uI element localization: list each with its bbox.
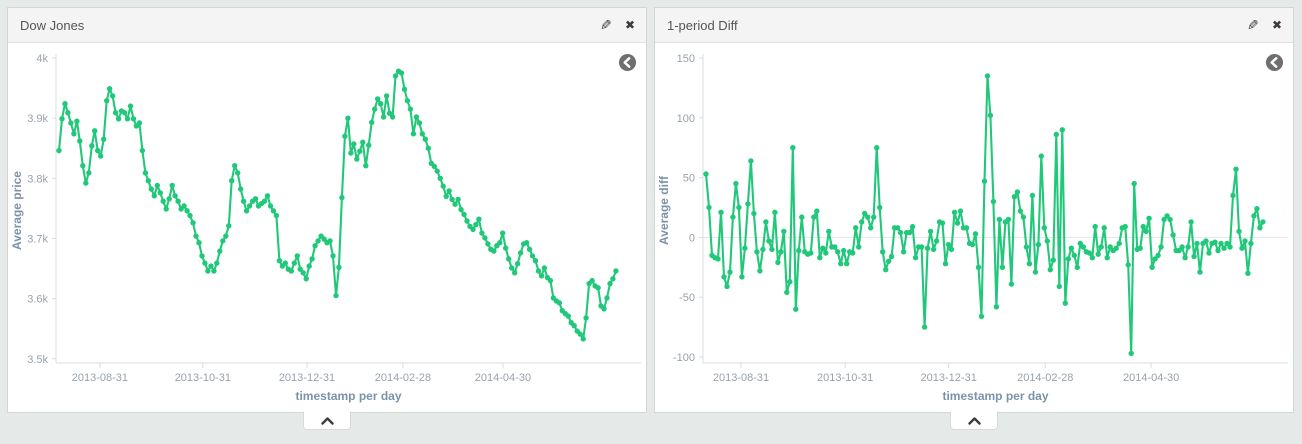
history-back-icon[interactable]: [1265, 53, 1284, 72]
svg-text:2014-04-30: 2014-04-30: [475, 372, 531, 384]
collapse-button[interactable]: [303, 411, 351, 430]
svg-text:0: 0: [689, 232, 695, 244]
svg-text:2014-02-28: 2014-02-28: [1017, 372, 1073, 384]
svg-text:2014-04-30: 2014-04-30: [1123, 372, 1179, 384]
svg-text:100: 100: [677, 113, 695, 125]
svg-text:2013-10-31: 2013-10-31: [175, 372, 231, 384]
svg-text:3.9k: 3.9k: [27, 113, 48, 125]
close-icon[interactable]: ✖: [1271, 18, 1282, 32]
svg-text:50: 50: [683, 173, 695, 185]
panel-header-actions: ✎ ✖: [600, 17, 635, 33]
svg-text:2013-08-31: 2013-08-31: [713, 372, 769, 384]
panel-title: Dow Jones: [20, 17, 85, 33]
panel-title: 1-period Diff: [667, 17, 738, 33]
svg-text:3.7k: 3.7k: [27, 233, 48, 245]
svg-text:-50: -50: [679, 292, 695, 304]
edit-icon[interactable]: ✎: [600, 17, 612, 33]
svg-text:timestamp per day: timestamp per day: [295, 389, 401, 403]
chevron-up-icon: [320, 416, 334, 425]
svg-text:2013-12-31: 2013-12-31: [279, 372, 335, 384]
chart-area: 3.5k 3.6k 3.7k 3.8k 3.9k 4k 2013-08-31 2013-10-…: [8, 43, 646, 430]
svg-text:Average price: Average price: [10, 171, 24, 250]
svg-text:timestamp per day: timestamp per day: [942, 389, 1048, 403]
chart-area: -100 -50 0 50 100 150 2013-08-31 2013-10-31 2013…: [655, 43, 1293, 430]
svg-text:4k: 4k: [36, 53, 48, 65]
svg-text:2014-02-28: 2014-02-28: [375, 372, 431, 384]
svg-text:2013-12-31: 2013-12-31: [921, 372, 977, 384]
collapse-button[interactable]: [950, 411, 998, 430]
svg-text:3.5k: 3.5k: [27, 354, 48, 366]
svg-text:3.6k: 3.6k: [27, 294, 48, 306]
history-back-icon[interactable]: [618, 53, 637, 72]
close-icon[interactable]: ✖: [624, 18, 635, 32]
svg-text:2013-10-31: 2013-10-31: [817, 372, 873, 384]
panel-header: 1-period Diff ✎ ✖: [655, 8, 1293, 43]
chevron-up-icon: [967, 416, 981, 425]
panel-header-actions: ✎ ✖: [1247, 17, 1282, 33]
panel-dow-jones: Dow Jones ✎ ✖ 3.5k 3.6k 3.7k 3.8k 3.9k 4k 2013…: [7, 7, 647, 430]
dashboard: Dow Jones ✎ ✖ 3.5k 3.6k 3.7k 3.8k 3.9k 4k 2013…: [7, 7, 1294, 430]
svg-text:3.8k: 3.8k: [27, 173, 48, 185]
svg-text:150: 150: [677, 53, 695, 65]
panel-1-period-diff: 1-period Diff ✎ ✖ -100 -50 0 50 100 150 2013-0…: [654, 7, 1294, 430]
svg-text:2013-08-31: 2013-08-31: [72, 372, 128, 384]
svg-text:-100: -100: [673, 352, 695, 364]
diff-line-chart[interactable]: -100 -50 0 50 100 150 2013-08-31 2013-10-31 2013…: [655, 43, 1293, 412]
dow-jones-line-chart[interactable]: 3.5k 3.6k 3.7k 3.8k 3.9k 4k 2013-08-31 2013-10-…: [8, 43, 646, 412]
panel-header: Dow Jones ✎ ✖: [8, 8, 646, 43]
svg-text:Average diff: Average diff: [657, 175, 671, 245]
edit-icon[interactable]: ✎: [1247, 17, 1259, 33]
